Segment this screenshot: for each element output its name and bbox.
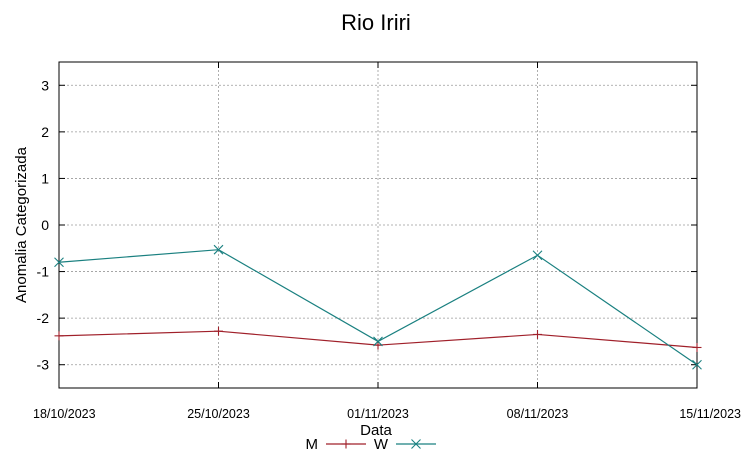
data-point-M — [533, 329, 542, 339]
y-tick-label: 1 — [41, 170, 49, 186]
x-tick-label: 08/11/2023 — [507, 407, 569, 421]
data-point-W — [54, 257, 64, 268]
y-tick-label: -2 — [37, 310, 50, 326]
data-point-W — [213, 244, 224, 255]
x-tick-label: 25/10/2023 — [187, 407, 250, 421]
data-point-W — [532, 250, 543, 261]
data-point-W — [692, 359, 702, 370]
y-tick-label: 3 — [41, 77, 49, 93]
chart-title: Rio Iriri — [341, 10, 411, 35]
x-tick-label: 01/11/2023 — [347, 407, 409, 421]
x-tick-label: 15/11/2023 — [679, 407, 741, 421]
legend-marker-W — [411, 439, 421, 449]
x-axis-label: Data — [360, 422, 392, 439]
y-tick-label: 0 — [41, 217, 49, 233]
y-axis-label: Anomalia Categorizada — [13, 146, 30, 303]
data-point-W — [373, 336, 383, 347]
data-point-M — [54, 331, 64, 341]
legend-label: W — [374, 436, 389, 453]
legend-label: M — [306, 436, 319, 453]
data-point-M — [214, 326, 223, 336]
x-tick-label: 18/10/2023 — [33, 407, 96, 421]
legend-marker-M — [341, 439, 351, 449]
y-tick-label: -3 — [37, 357, 50, 373]
data-point-M — [692, 342, 702, 352]
y-tick-label: 2 — [41, 124, 49, 140]
y-tick-label: -1 — [37, 264, 50, 280]
